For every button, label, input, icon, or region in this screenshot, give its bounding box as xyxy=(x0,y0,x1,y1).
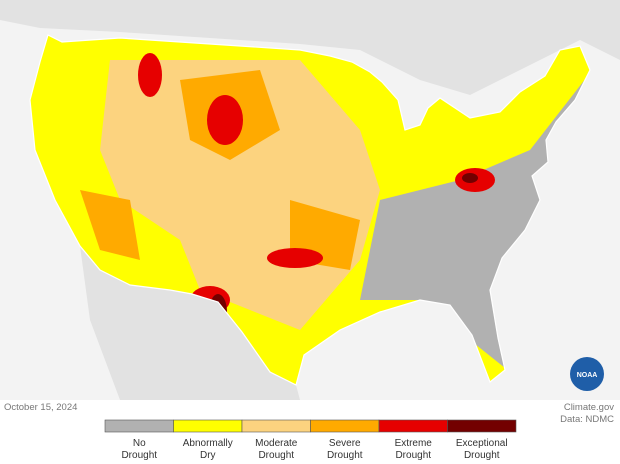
legend-label: Exceptional xyxy=(456,438,508,449)
legend-label: Drought xyxy=(121,450,157,461)
date: October 15, 2024 xyxy=(4,402,77,413)
legend-label: Dry xyxy=(200,450,216,461)
canada xyxy=(0,0,620,95)
legend-label: Extreme xyxy=(395,438,433,449)
severe-area xyxy=(80,70,360,270)
legend-label: Severe xyxy=(329,438,361,449)
legend-label: Drought xyxy=(327,450,363,461)
source: Data: NDMC xyxy=(560,414,614,425)
credit: Climate.gov xyxy=(564,402,614,413)
legend-label: Drought xyxy=(395,450,431,461)
legend: NoDroughtAbnormallyDryModerateDroughtSev… xyxy=(104,419,517,461)
extreme-area xyxy=(138,53,162,97)
extreme-area xyxy=(207,95,243,145)
legend-swatch xyxy=(241,419,311,433)
legend-label: Abnormally xyxy=(183,438,233,449)
extreme-area xyxy=(267,248,323,268)
legend-swatch xyxy=(378,419,448,433)
legend-swatch xyxy=(447,419,517,433)
mexico xyxy=(80,246,300,400)
legend-swatch xyxy=(310,419,380,433)
legend-swatch xyxy=(104,419,174,433)
legend-label: Drought xyxy=(258,450,294,461)
logo-text: NOAA xyxy=(577,372,598,379)
noaa-logo xyxy=(570,357,604,391)
legend-label: Drought xyxy=(464,450,500,461)
legend-label: No xyxy=(133,438,146,449)
legend-swatch xyxy=(173,419,243,433)
exceptional-area xyxy=(462,173,478,183)
legend-label: Moderate xyxy=(255,438,298,449)
